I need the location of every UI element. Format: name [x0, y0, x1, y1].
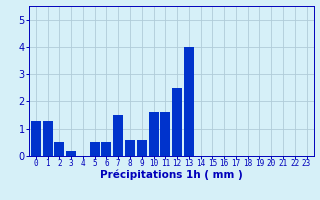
Bar	[31, 121, 41, 156]
Bar	[90, 142, 100, 156]
Bar	[113, 115, 123, 156]
Bar	[101, 142, 111, 156]
Bar	[148, 112, 158, 156]
Bar	[54, 142, 64, 156]
X-axis label: Précipitations 1h ( mm ): Précipitations 1h ( mm )	[100, 169, 243, 180]
Bar	[43, 121, 52, 156]
Bar	[125, 140, 135, 156]
Bar	[66, 151, 76, 156]
Bar	[137, 140, 147, 156]
Bar	[160, 112, 170, 156]
Bar	[184, 47, 194, 156]
Bar	[172, 88, 182, 156]
